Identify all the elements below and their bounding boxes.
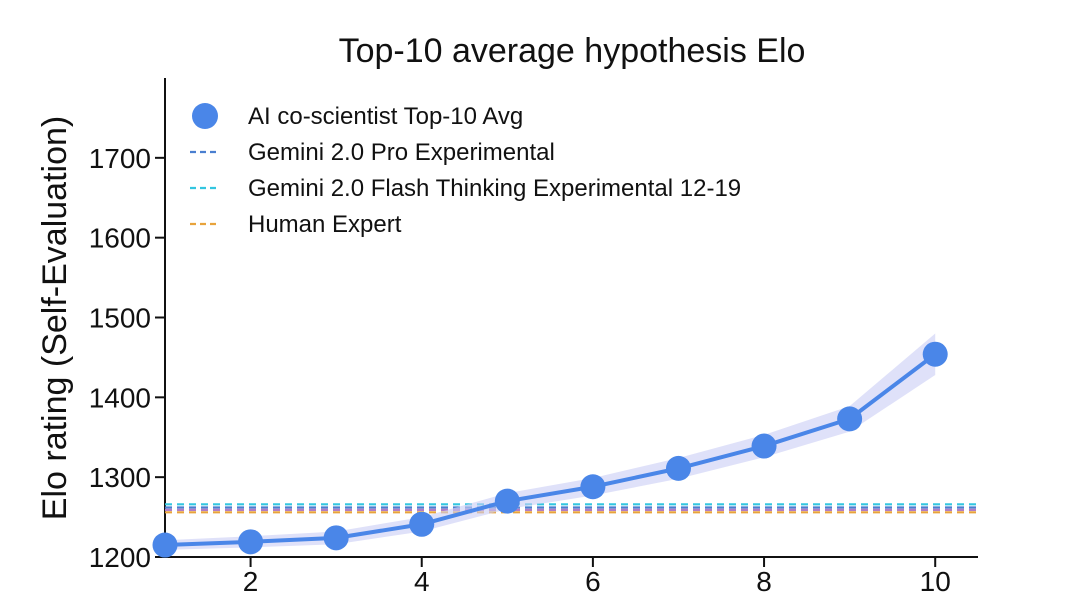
y-tick-label-1500: 1500 [89, 303, 151, 334]
legend-label-gemini-2-0-flash-thinking-experimental-12-19: Gemini 2.0 Flash Thinking Experimental 1… [248, 175, 741, 202]
legend-marker-ai-co-scientist-top-10-avg [192, 103, 218, 129]
data-point-10 [922, 341, 948, 367]
data-point-1 [152, 532, 178, 558]
y-tick-label-1300: 1300 [89, 462, 151, 493]
chart-title: Top-10 average hypothesis Elo [339, 32, 806, 70]
legend: AI co-scientist Top-10 Avg Gemini 2.0 Pro… [190, 103, 741, 238]
x-tick-label-10: 10 [920, 566, 951, 597]
legend-label-ai-co-scientist-top-10-avg: AI co-scientist Top-10 Avg [248, 103, 523, 130]
data-point-3 [323, 525, 349, 551]
confidence-band [165, 333, 936, 550]
legend-label-human-expert: Human Expert [248, 211, 402, 238]
data-point-6 [580, 474, 606, 500]
y-tick-label-1700: 1700 [89, 143, 151, 174]
data-point-9 [837, 406, 863, 432]
legend-label-gemini-2-0-pro-experimental: Gemini 2.0 Pro Experimental [248, 139, 555, 166]
y-tick-label-1400: 1400 [89, 382, 151, 413]
data-point-5 [494, 488, 520, 514]
data-point-4 [409, 511, 435, 537]
x-tick-label-8: 8 [756, 566, 772, 597]
y-axis-label: Elo rating (Self-Evaluation) [36, 116, 74, 520]
data-point-7 [665, 455, 691, 481]
plot-area: 1200 1300 1400 1500 1600 1700 2 4 6 8 10 [89, 78, 978, 597]
x-tick-label-6: 6 [585, 566, 601, 597]
data-point-2 [238, 529, 264, 555]
data-point-8 [751, 433, 777, 459]
y-tick-label-1600: 1600 [89, 223, 151, 254]
x-tick-label-4: 4 [414, 566, 430, 597]
y-tick-label-1200: 1200 [89, 542, 151, 573]
series-line [164, 352, 937, 548]
x-tick-label-2: 2 [243, 566, 259, 597]
